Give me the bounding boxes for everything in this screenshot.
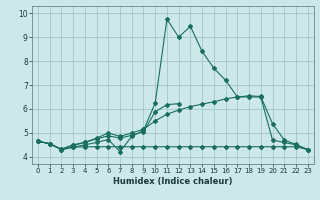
X-axis label: Humidex (Indice chaleur): Humidex (Indice chaleur) [113,177,233,186]
